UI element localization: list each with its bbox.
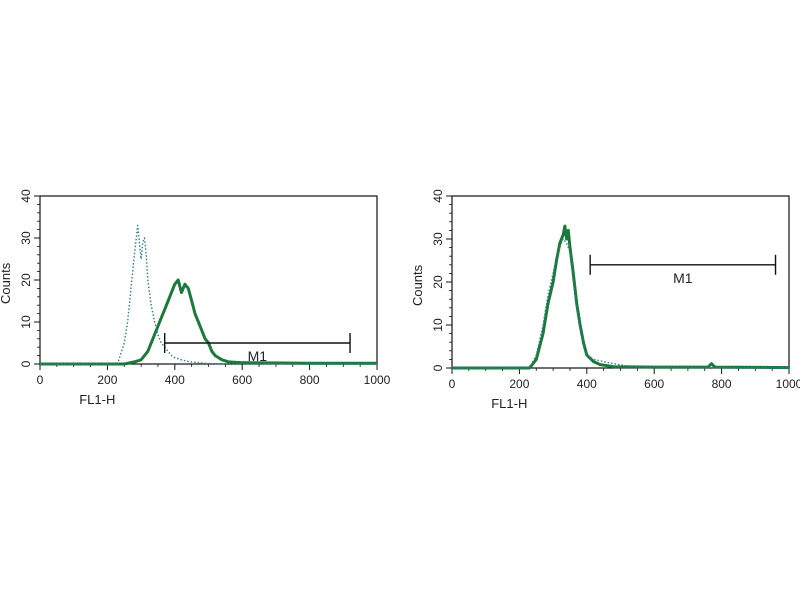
x-tick-label: 200 — [97, 373, 117, 387]
y-tick-label: 30 — [19, 231, 33, 245]
y-axis-title: Counts — [0, 262, 13, 304]
x-tick-label: 1000 — [364, 373, 391, 387]
histogram-left: 0 200 400 600 800 1000 0 10 20 30 40 FL1-H Counts M1 — [0, 189, 391, 407]
y-tick-label: 40 — [431, 189, 445, 203]
x-tick-label: 800 — [712, 377, 732, 391]
x-tick-label: 0 — [449, 377, 456, 391]
histogram-right: 0 200 400 600 800 1000 0 10 20 30 40 FL1-H Counts M1 — [410, 189, 800, 411]
x-tick-label: 400 — [577, 377, 597, 391]
x-tick-label: 1000 — [776, 377, 800, 391]
x-tick-label: 200 — [509, 377, 529, 391]
x-tick-label: 0 — [37, 373, 44, 387]
x-axis-title: FL1-H — [79, 392, 115, 407]
plot-frame — [39, 195, 378, 365]
y-tick-label: 0 — [19, 360, 33, 367]
y-tick-label: 40 — [19, 189, 33, 203]
x-tick-label: 400 — [165, 373, 185, 387]
y-tick-label: 20 — [19, 273, 33, 287]
marker-m1-label: M1 — [248, 348, 268, 364]
x-tick-label: 800 — [300, 373, 320, 387]
histogram-dotted-series — [452, 238, 790, 369]
plot-frame — [451, 195, 790, 369]
y-tick-label: 0 — [431, 364, 445, 371]
y-tick-label: 10 — [19, 315, 33, 329]
y-tick-label: 20 — [431, 275, 445, 289]
x-tick-label: 600 — [232, 373, 252, 387]
marker-m1-label: M1 — [673, 270, 693, 286]
x-axis-title: FL1-H — [491, 396, 527, 411]
histogram-solid-series — [40, 278, 377, 366]
histogram-solid-series — [452, 224, 790, 370]
y-axis-title: Counts — [410, 264, 425, 306]
y-tick-label: 10 — [431, 318, 445, 332]
x-tick-label: 600 — [644, 377, 664, 391]
y-tick-label: 30 — [431, 232, 445, 246]
